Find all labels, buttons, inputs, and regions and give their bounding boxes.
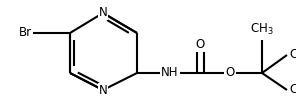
Text: NH: NH <box>161 67 179 79</box>
Text: Br: Br <box>19 26 32 40</box>
Text: CH$_3$: CH$_3$ <box>289 47 296 63</box>
Text: O: O <box>195 38 205 52</box>
Text: CH$_3$: CH$_3$ <box>250 22 274 37</box>
Text: CH$_3$: CH$_3$ <box>289 82 296 98</box>
Text: N: N <box>99 6 107 20</box>
Text: O: O <box>225 67 235 79</box>
Text: N: N <box>99 83 107 97</box>
